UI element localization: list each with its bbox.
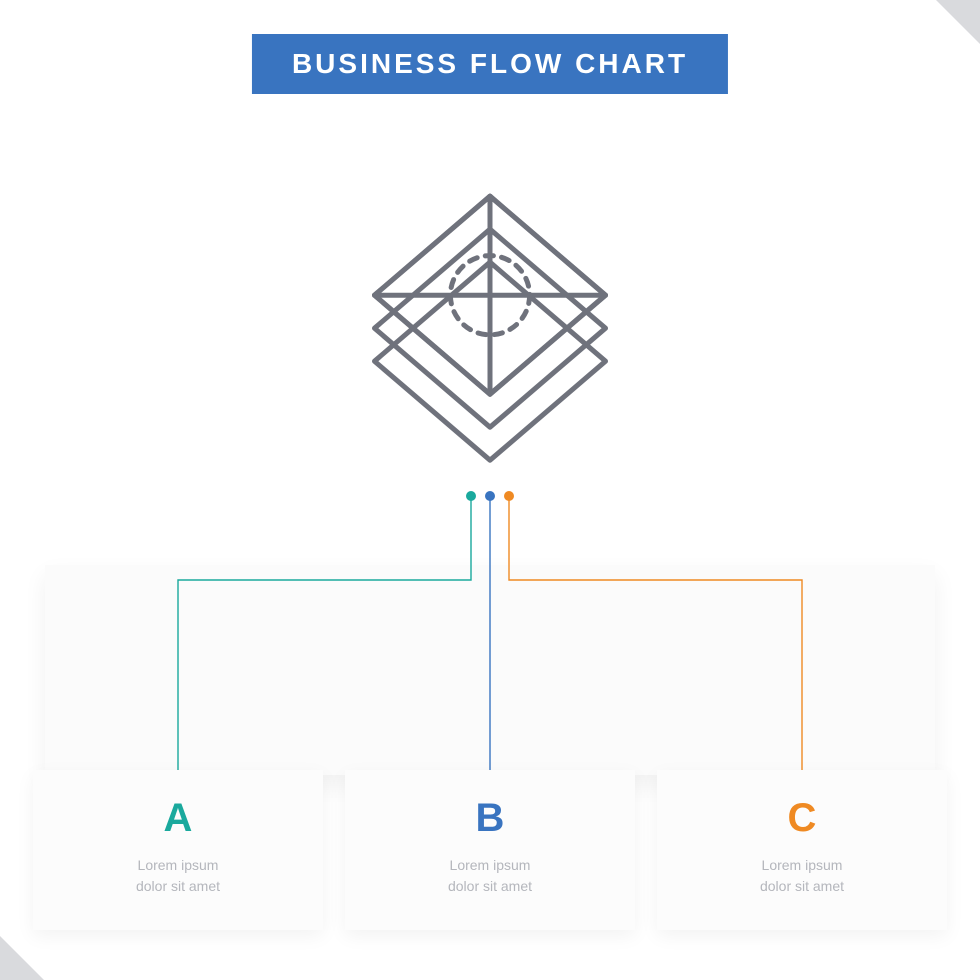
page-title: BUSINESS FLOW CHART <box>252 34 728 94</box>
card-letter-c: C <box>788 796 817 841</box>
connector-dot-c <box>504 491 514 501</box>
card-c: C Lorem ipsum dolor sit amet <box>657 770 947 930</box>
corner-fold-tr <box>936 0 980 44</box>
card-text-a: Lorem ipsum dolor sit amet <box>136 855 220 897</box>
card-text-c: Lorem ipsum dolor sit amet <box>760 855 844 897</box>
layers-icon <box>325 150 655 480</box>
card-b: B Lorem ipsum dolor sit amet <box>345 770 635 930</box>
card-text-b: Lorem ipsum dolor sit amet <box>448 855 532 897</box>
corner-fold-bl <box>0 936 44 980</box>
connector-dot-b <box>485 491 495 501</box>
connector-dot-a <box>466 491 476 501</box>
card-a: A Lorem ipsum dolor sit amet <box>33 770 323 930</box>
cards-row: A Lorem ipsum dolor sit amet B Lorem ips… <box>0 770 980 930</box>
card-letter-a: A <box>164 796 193 841</box>
connector-backdrop <box>45 565 935 775</box>
card-letter-b: B <box>476 796 505 841</box>
